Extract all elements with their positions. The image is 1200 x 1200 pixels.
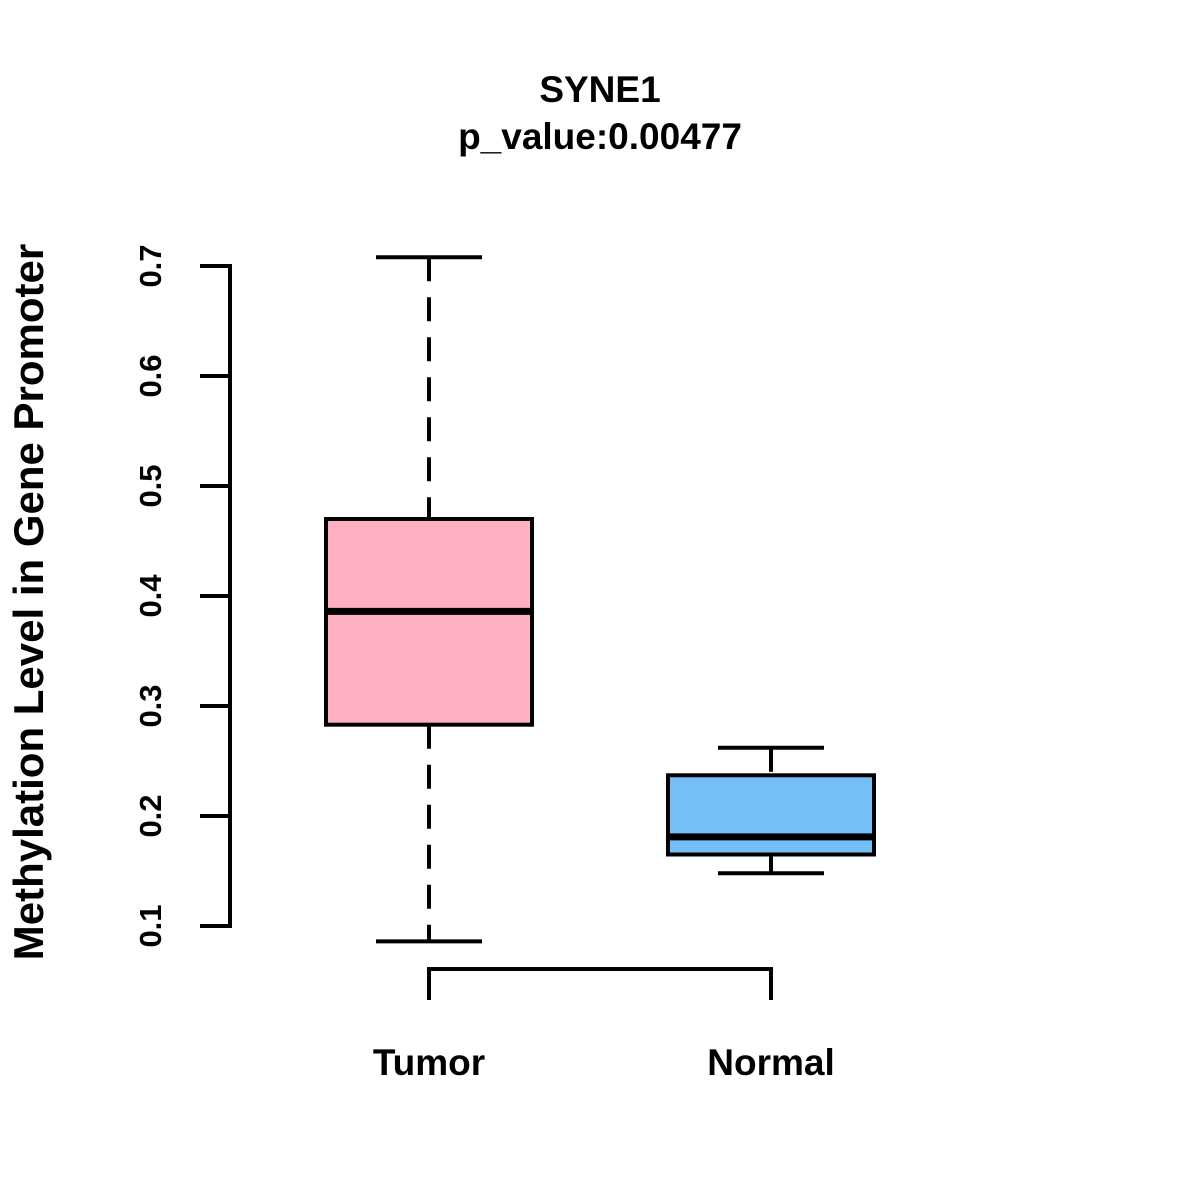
x-label-tumor: Tumor xyxy=(372,1042,486,1083)
y-axis-tick-label: 0.3 xyxy=(133,684,168,728)
chart-subtitle-pvalue: p_value:0.00477 xyxy=(458,116,742,157)
x-axis-bracket xyxy=(427,967,773,1000)
y-axis-tick-label: 0.7 xyxy=(133,244,168,288)
chart-title: SYNE1 xyxy=(539,69,661,110)
y-axis-tick-label: 0.6 xyxy=(133,354,168,398)
y-axis-tick-label: 0.5 xyxy=(133,464,168,508)
box-normal xyxy=(666,773,876,857)
x-label-normal: Normal xyxy=(707,1042,835,1083)
y-axis-tick-label: 0.1 xyxy=(133,904,168,948)
y-axis-tick-label: 0.4 xyxy=(133,574,168,618)
y-axis-title: Methylation Level in Gene Promoter xyxy=(5,243,52,961)
box-tumor xyxy=(324,517,534,727)
y-axis-tick-label: 0.2 xyxy=(133,794,168,838)
